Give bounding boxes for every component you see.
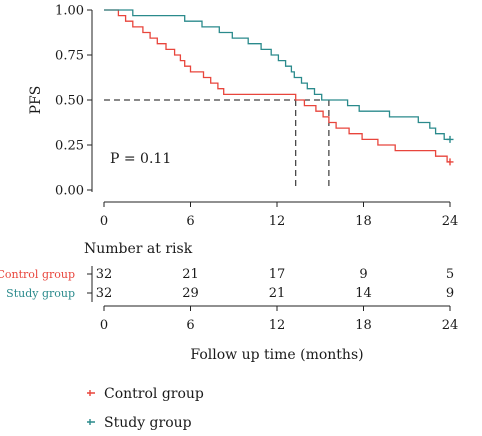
control-group-legend-label: Control group: [104, 386, 204, 402]
study-group-censor-mark: [446, 135, 454, 143]
y-tick-label: 0.50: [55, 94, 84, 109]
p-value-annotation: P = 0.11: [110, 151, 171, 167]
risk-table-rows: Control group 32 21 17 9 5 Study group 32 29 21 14…: [0, 267, 454, 301]
risk-table-title: Number at risk: [84, 241, 193, 257]
study-group-risk-count: 29: [182, 286, 199, 301]
y-tick-label: 0.00: [55, 184, 84, 199]
x-tick-label: 12: [269, 214, 286, 229]
study-group-risk-label: Study group: [6, 287, 75, 300]
x-tick-label: 24: [442, 214, 459, 229]
risk-x-tick-label: 12: [269, 318, 286, 333]
control-group-legend-key: [87, 390, 95, 396]
risk-x-tick-label: 18: [355, 318, 372, 333]
control-group-censor-mark: [446, 158, 454, 166]
study-group-legend-key: [87, 419, 95, 425]
study-group-risk-count: 14: [355, 286, 372, 301]
control-group-risk-label: Control group: [0, 268, 75, 281]
study-group-risk-count: 32: [96, 286, 113, 301]
x-tick-label: 6: [186, 214, 194, 229]
study-group-risk-count: 21: [269, 286, 286, 301]
risk-x-tick-label: 0: [100, 318, 108, 333]
plot-area: 0.00 0.25 0.50 0.75 1.00 0 6 12 18 24 PFS P = 0.1…: [28, 4, 458, 230]
survival-curves: [104, 9, 454, 166]
legend: Control group Study group: [87, 386, 204, 431]
x-tick-label: 0: [100, 214, 108, 229]
study-group-legend-label: Study group: [104, 415, 192, 431]
y-tick-label: 0.75: [55, 49, 84, 64]
risk-table-axis: 0 6 12 18 24: [87, 266, 458, 333]
control-group-risk-count: 21: [182, 267, 199, 282]
median-reference-lines: [104, 99, 330, 187]
risk-x-tick-label: 24: [442, 318, 459, 333]
control-group-risk-count: 17: [269, 267, 286, 282]
study-group-curve: [104, 9, 450, 141]
axes: 0.00 0.25 0.50 0.75 1.00 0 6 12 18 24: [55, 4, 458, 230]
control-group-curve: [104, 9, 450, 163]
y-tick-label: 1.00: [55, 4, 84, 19]
study-group-risk-count: 9: [446, 286, 454, 301]
control-group-risk-count: 32: [96, 267, 113, 282]
risk-x-tick-label: 6: [186, 318, 194, 333]
risk-table: Number at risk Control group 32 21 17 9 5 Stud…: [0, 241, 458, 363]
x-axis-title: Follow up time (months): [190, 347, 363, 363]
y-tick-label: 0.25: [55, 139, 84, 154]
x-tick-label: 18: [355, 214, 372, 229]
control-group-risk-count: 9: [359, 267, 367, 282]
y-axis-title: PFS: [28, 86, 44, 115]
control-group-risk-count: 5: [446, 267, 454, 282]
